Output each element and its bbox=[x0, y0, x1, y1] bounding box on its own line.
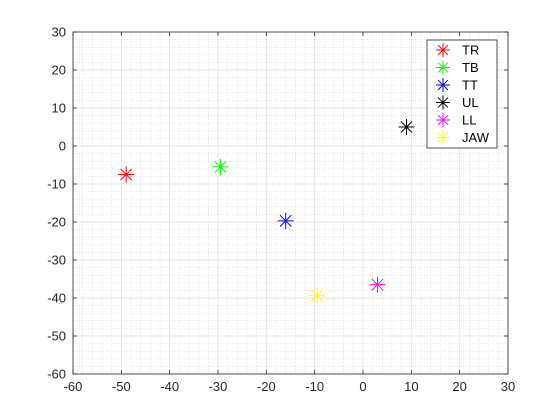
y-tick-label: -50 bbox=[47, 329, 66, 344]
x-tick-label: 0 bbox=[359, 379, 366, 394]
data-point-tb bbox=[212, 158, 229, 175]
legend-entries: TR TB TT UL LL JAW bbox=[436, 43, 490, 145]
legend: TR TB TT UL LL JAW bbox=[426, 39, 498, 149]
y-tick-label: 0 bbox=[59, 139, 66, 154]
legend-marker-tr bbox=[436, 43, 450, 57]
y-tick-label: -40 bbox=[47, 291, 66, 306]
legend-label-ll: LL bbox=[462, 113, 476, 128]
y-tick-label: -20 bbox=[47, 215, 66, 230]
axes-box bbox=[72, 31, 509, 375]
x-tick-label: -20 bbox=[257, 379, 276, 394]
legend-label-tt: TT bbox=[462, 78, 478, 93]
x-axis-tick-labels: -60 -50 -40 -30 -20 -10 0 10 20 30 bbox=[64, 379, 516, 394]
legend-label-tb: TB bbox=[462, 60, 479, 75]
legend-marker-ul bbox=[436, 95, 450, 110]
x-tick-label: -30 bbox=[209, 379, 228, 394]
data-point-ll bbox=[369, 276, 386, 293]
y-tick-label: -30 bbox=[47, 253, 66, 268]
data-point-tr bbox=[118, 166, 135, 183]
legend-marker-tb bbox=[436, 60, 450, 75]
y-tick-label: -10 bbox=[47, 177, 66, 192]
minor-grid bbox=[73, 32, 508, 374]
legend-marker-jaw bbox=[436, 130, 450, 145]
y-tick-label: 10 bbox=[52, 101, 66, 116]
y-axis-tick-labels: 30 20 10 0 -10 -20 -30 -40 -50 -60 bbox=[47, 25, 66, 382]
legend-box bbox=[426, 39, 498, 149]
legend-label-ul: UL bbox=[462, 95, 479, 110]
legend-marker-ll bbox=[436, 113, 450, 127]
x-tick-label: -40 bbox=[160, 379, 179, 394]
x-tick-label: -60 bbox=[64, 379, 83, 394]
x-tick-label: -10 bbox=[305, 379, 324, 394]
data-point-tt bbox=[277, 212, 294, 229]
y-tick-label: 30 bbox=[52, 25, 66, 40]
data-point-jaw bbox=[309, 287, 326, 304]
legend-marker-tt bbox=[436, 78, 450, 92]
data-points bbox=[118, 119, 415, 304]
x-tick-label: 10 bbox=[404, 379, 418, 394]
x-tick-label: -50 bbox=[112, 379, 131, 394]
y-tick-label: 20 bbox=[52, 63, 66, 78]
legend-label-jaw: JAW bbox=[462, 130, 490, 145]
y-tick-label: -60 bbox=[47, 367, 66, 382]
data-point-ul bbox=[398, 119, 415, 135]
axis-ticks bbox=[72, 31, 509, 375]
legend-label-tr: TR bbox=[462, 43, 479, 58]
x-tick-label: 30 bbox=[501, 379, 515, 394]
x-tick-label: 20 bbox=[452, 379, 466, 394]
